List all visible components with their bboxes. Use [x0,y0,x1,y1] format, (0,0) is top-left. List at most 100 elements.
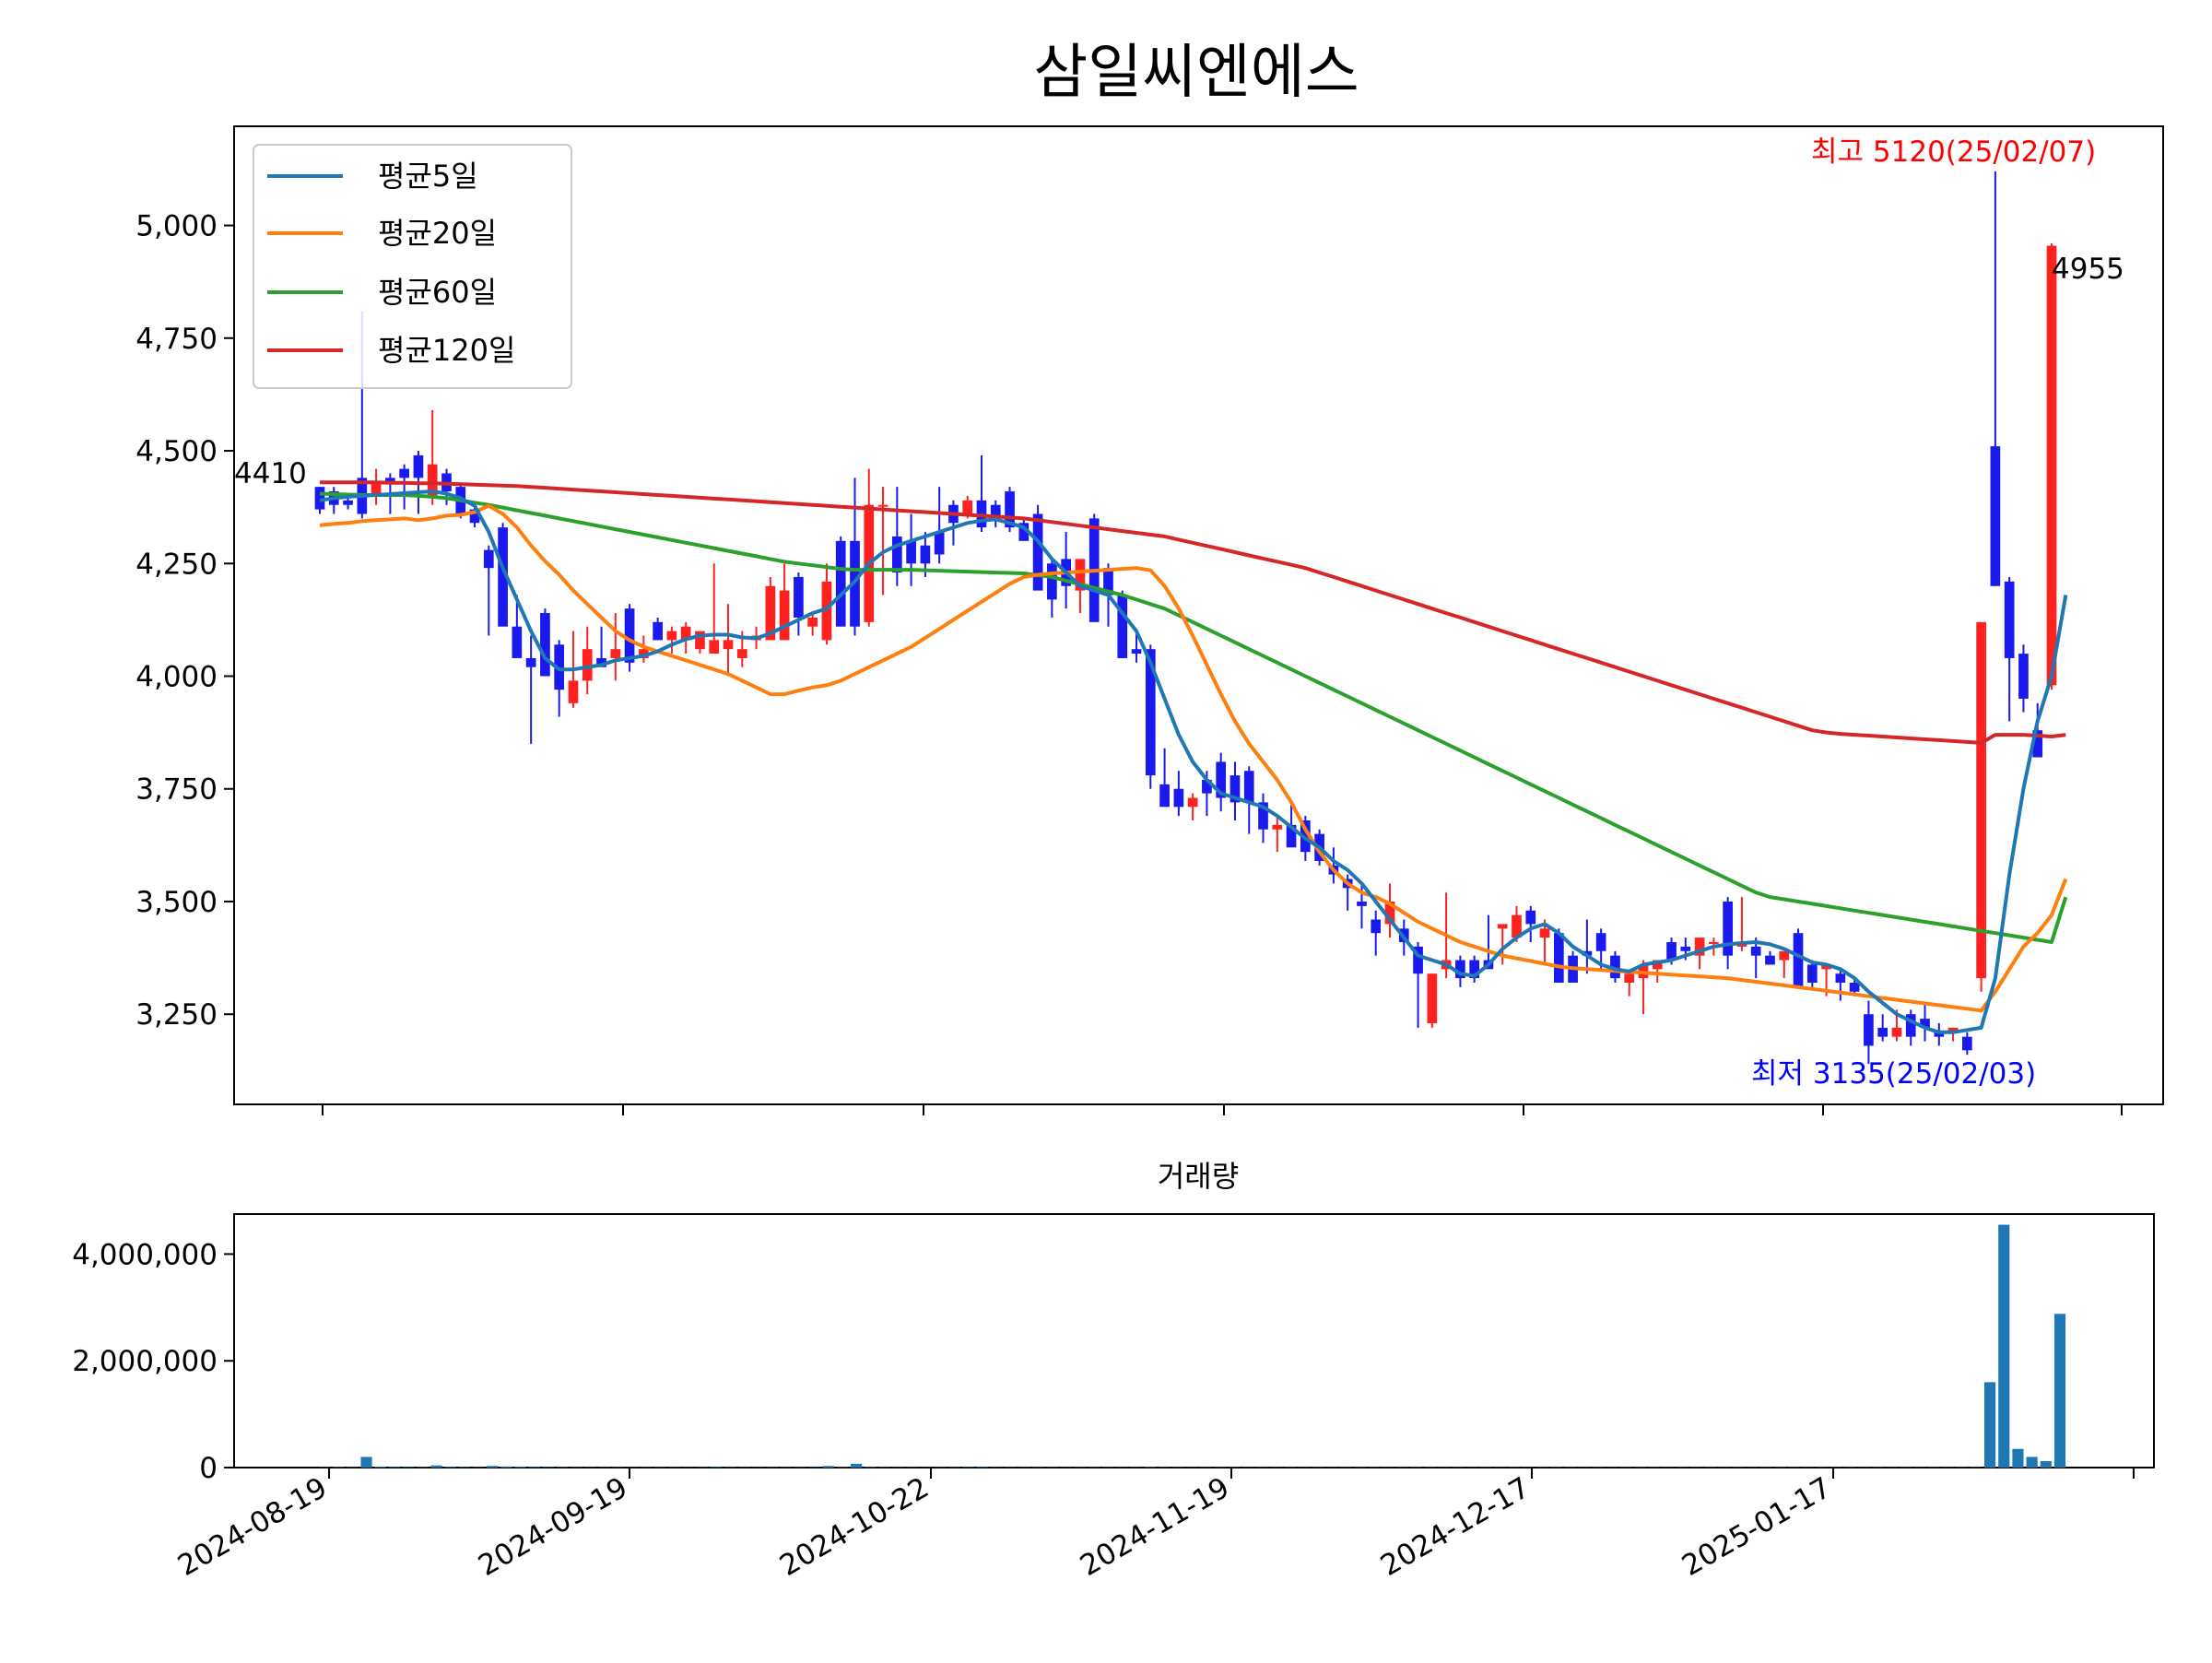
volume-bar [445,1467,456,1468]
candle-body [1272,825,1282,830]
candle-body [1991,446,2001,586]
first-price-label: 4410 [234,457,307,490]
candle-body [1188,798,1198,808]
volume-bar [2027,1457,2038,1468]
price-y-tick-label: 3,500 [135,886,218,919]
volume-chart-title: 거래량 [1158,1159,1239,1194]
volume-bar [515,1467,526,1468]
volume-bar [2054,1314,2065,1468]
candle-body [526,658,536,667]
candle-body [1427,973,1437,1023]
candle-body [1357,902,1367,906]
candle-body [1807,964,1818,983]
date-x-tick-label: 2024-09-19 [473,1471,633,1583]
volume-bar [2041,1461,2052,1468]
candle-body [1244,771,1254,802]
candle-body [836,541,846,627]
candle-body [1962,1037,1972,1051]
volume-bars [319,1225,2065,1468]
candle-body [653,622,663,641]
candle-body [1680,947,1690,951]
candle-body [935,532,945,554]
date-x-axis: 2024-08-19 2024-09-19 2024-10-22 2024-11-19… [172,1468,2134,1583]
price-y-tick-label: 4,500 [135,435,218,468]
candle-body [737,649,747,658]
candle-body [1877,1028,1888,1037]
volume-bar [389,1467,400,1468]
volume-bar [375,1467,386,1468]
volume-bar [977,1467,988,1468]
price-y-tick-label: 4,250 [135,548,218,581]
candle-body [1723,902,1733,956]
volume-y-tick-label: 4,000,000 [72,1238,218,1271]
price-plot: 3,2503,5003,7504,0004,2504,5004,7505,000… [135,126,2163,1115]
ma60-line [320,494,2065,943]
candle-body [962,501,972,514]
price-x-ticks [323,1104,2122,1115]
candle-body [1047,563,1057,599]
candle-body [512,627,523,658]
price-y-tick-label: 3,250 [135,998,218,1032]
candle-body [1033,513,1043,590]
candle-body [540,613,550,676]
volume-y-tick-label: 0 [199,1452,218,1485]
last-price-label: 4955 [2052,253,2124,286]
volume-bar [711,1467,722,1468]
volume-bar [430,1466,441,1468]
candle-body [921,546,931,564]
candle-body [667,631,677,641]
candle-body [878,505,888,507]
price-y-tick-label: 4,750 [135,323,218,356]
legend-label-ma20: 평균20일 [378,216,497,251]
candle-body [1836,973,1846,983]
candle-body [892,537,902,572]
candle-body [1709,942,1719,944]
candle-body [1892,1028,1902,1037]
candle-body [906,541,916,563]
volume-bar [851,1464,862,1468]
candle-body [1540,928,1550,938]
date-x-tick-label: 2024-11-19 [1075,1471,1235,1583]
volume-bar [487,1466,498,1468]
candle-body [1132,649,1142,654]
candle-body [1159,784,1170,807]
candle-body [724,640,734,649]
candle-body [1765,956,1775,965]
volume-bar [529,1467,540,1468]
candle-body [2005,582,2015,658]
candle-body [625,608,635,663]
ma5-line [320,491,2065,1032]
volume-bar [500,1467,512,1468]
legend-label-ma60: 평균60일 [378,275,497,310]
low-annotation: 최저 3135(25/02/03) [1751,1057,2036,1091]
legend: 평균5일 평균20일 평균60일 평균120일 [253,145,571,388]
volume-bar [823,1466,834,1468]
candle-body [1554,933,1564,983]
date-x-tick-label: 2024-08-19 [172,1471,333,1583]
candle-body [1624,973,1634,983]
candle-body [343,501,353,505]
candle-body [709,640,719,654]
candle-body [1794,933,1804,987]
candle-body [1174,789,1184,808]
candle-body [484,550,494,569]
legend-label-ma5: 평균5일 [378,159,478,194]
price-y-tick-label: 3,750 [135,773,218,807]
volume-bar [2012,1449,2023,1468]
candle-body [2047,246,2057,686]
legend-label-ma120: 평균120일 [378,333,515,368]
candle-body [807,618,818,627]
volume-plot-frame [234,1214,2154,1468]
volume-bar [1984,1382,1995,1468]
high-annotation: 최고 5120(25/02/07) [1811,136,2096,169]
candle-body [414,455,424,478]
candle-body [569,680,579,702]
date-x-tick-label: 2024-10-22 [774,1471,935,1583]
chart-title: 삼일씨엔에스 [1033,39,1359,107]
candle-body [1525,911,1535,925]
candle-body [610,649,620,658]
